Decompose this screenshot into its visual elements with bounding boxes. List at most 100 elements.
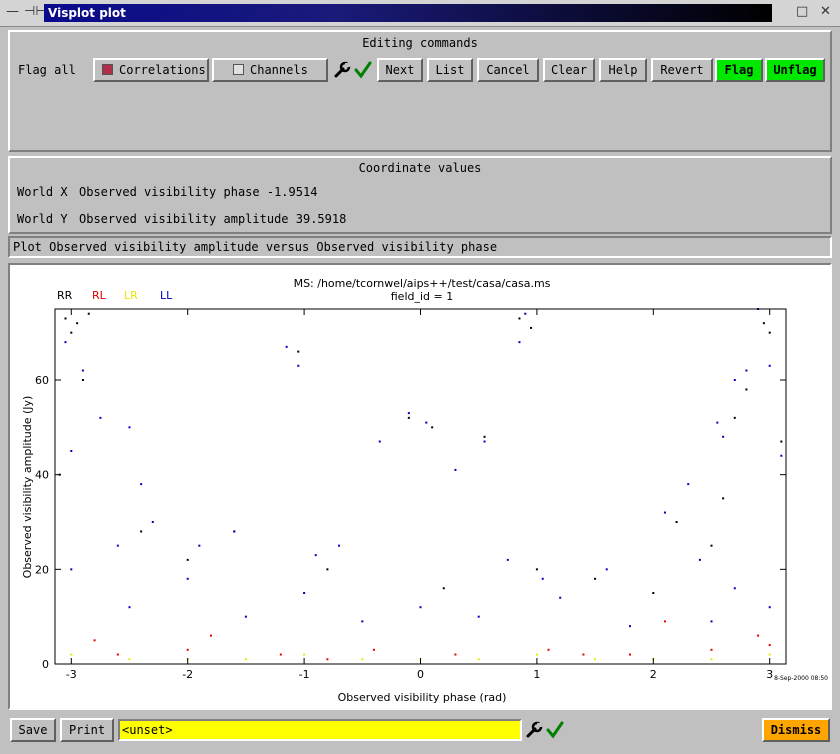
point-rr <box>297 350 300 353</box>
point-ll <box>716 421 719 424</box>
coordinate-values-heading: Coordinate values <box>358 161 482 175</box>
y-tick-label: 0 <box>42 658 49 671</box>
x-tick-label: -2 <box>182 668 193 681</box>
point-ll <box>454 468 457 471</box>
check-icon[interactable] <box>354 61 372 79</box>
channels-indicator <box>233 64 244 75</box>
point-rr <box>76 322 79 325</box>
next-button[interactable]: Next <box>377 58 423 82</box>
point-rl <box>582 653 585 656</box>
point-ll <box>605 568 608 571</box>
point-ll <box>407 412 410 415</box>
point-rr <box>594 577 597 580</box>
point-ll <box>524 312 527 315</box>
point-rl <box>710 648 713 651</box>
point-ll <box>559 596 562 599</box>
point-rr <box>140 530 143 533</box>
point-rr <box>722 497 725 500</box>
wrench-icon[interactable] <box>333 61 351 79</box>
point-rr <box>762 322 765 325</box>
point-lr <box>535 653 538 656</box>
correlations-button[interactable]: Correlations <box>93 58 209 82</box>
point-ll <box>663 511 666 514</box>
minimize-icon[interactable]: — <box>6 4 19 19</box>
point-rr <box>675 521 678 523</box>
y-tick-label: 60 <box>35 374 49 387</box>
point-ll <box>419 606 422 609</box>
revert-button[interactable]: Revert <box>651 58 713 82</box>
point-ll <box>99 416 102 419</box>
x-tick-label: 3 <box>766 668 773 681</box>
legend-rr: RR <box>57 289 73 302</box>
channels-button[interactable]: Channels <box>212 58 328 82</box>
point-rr <box>733 416 736 419</box>
point-ll <box>198 544 201 547</box>
scatter-plot[interactable]: RR RL LR LL MS: /home/tcornwel/aips++/test/… <box>10 265 830 708</box>
save-button[interactable]: Save <box>10 718 56 742</box>
unflag-button[interactable]: Unflag <box>765 58 825 82</box>
point-ll <box>629 625 632 628</box>
point-ll <box>64 341 67 344</box>
list-button[interactable]: List <box>427 58 473 82</box>
point-ll <box>314 554 317 557</box>
x-tick-label: -1 <box>299 668 310 681</box>
print-file-input[interactable]: <unset> <box>118 719 522 741</box>
point-rr <box>745 388 748 391</box>
point-ll <box>768 364 771 367</box>
point-ll <box>70 450 73 452</box>
point-rl <box>279 653 282 656</box>
point-rr <box>326 568 329 571</box>
plot-subtitle: field_id = 1 <box>391 290 453 303</box>
point-ll <box>477 615 480 618</box>
point-rl <box>93 639 96 642</box>
pin-icon[interactable]: ⊣⊢ <box>24 4 47 19</box>
point-lr <box>710 658 713 661</box>
point-ll <box>518 341 521 344</box>
point-ll <box>244 615 247 618</box>
plot-timestamp: 8-Sep-2000 08:50 <box>774 675 828 682</box>
point-rr <box>64 317 67 320</box>
channels-label: Channels <box>250 63 308 77</box>
x-tick-label: -3 <box>66 668 77 681</box>
point-rr <box>407 416 410 419</box>
point-ll <box>285 345 288 348</box>
legend-lr: LR <box>124 289 138 302</box>
point-ll <box>303 592 306 594</box>
correlations-indicator <box>102 64 113 75</box>
editing-commands-heading: Editing commands <box>362 36 478 50</box>
coordinate-values-panel: Coordinate values World X Observed visib… <box>8 156 832 234</box>
window-titlebar: — ⊣⊢ Visplot plot □ ✕ <box>0 0 840 27</box>
point-ll <box>687 483 690 486</box>
x-axis-label: Observed visibility phase (rad) <box>338 691 507 704</box>
point-rr <box>652 592 655 594</box>
data-points <box>58 308 783 661</box>
close-icon[interactable]: ✕ <box>820 4 831 19</box>
point-ll <box>140 483 143 486</box>
help-button[interactable]: Help <box>599 58 647 82</box>
point-ll <box>151 521 154 523</box>
point-ll <box>81 369 84 372</box>
flag-all-label: Flag all <box>18 63 76 77</box>
wrench-icon-footer[interactable] <box>525 721 543 739</box>
y-tick-label: 40 <box>35 469 49 482</box>
maximize-icon[interactable]: □ <box>796 4 809 19</box>
dismiss-button[interactable]: Dismiss <box>762 718 830 742</box>
cancel-button[interactable]: Cancel <box>477 58 539 82</box>
print-file-value: <unset> <box>122 723 173 737</box>
print-button[interactable]: Print <box>60 718 114 742</box>
clear-button[interactable]: Clear <box>543 58 595 82</box>
plot-title: MS: /home/tcornwel/aips++/test/casa/casa… <box>294 277 551 290</box>
flag-button[interactable]: Flag <box>715 58 763 82</box>
y-axis-label: Observed visibility amplitude (Jy) <box>21 396 34 579</box>
point-ll <box>186 577 189 580</box>
point-ll <box>338 544 341 547</box>
point-ll <box>128 606 131 609</box>
check-icon-footer[interactable] <box>546 721 564 739</box>
point-ll <box>116 544 119 547</box>
point-rr <box>518 317 521 320</box>
point-ll <box>378 440 381 443</box>
point-lr <box>768 653 771 656</box>
point-ll <box>710 620 713 623</box>
plot-canvas-frame: RR RL LR LL MS: /home/tcornwel/aips++/test/… <box>8 263 832 710</box>
plot-status-bar: Plot Observed visibility amplitude versu… <box>8 236 832 258</box>
